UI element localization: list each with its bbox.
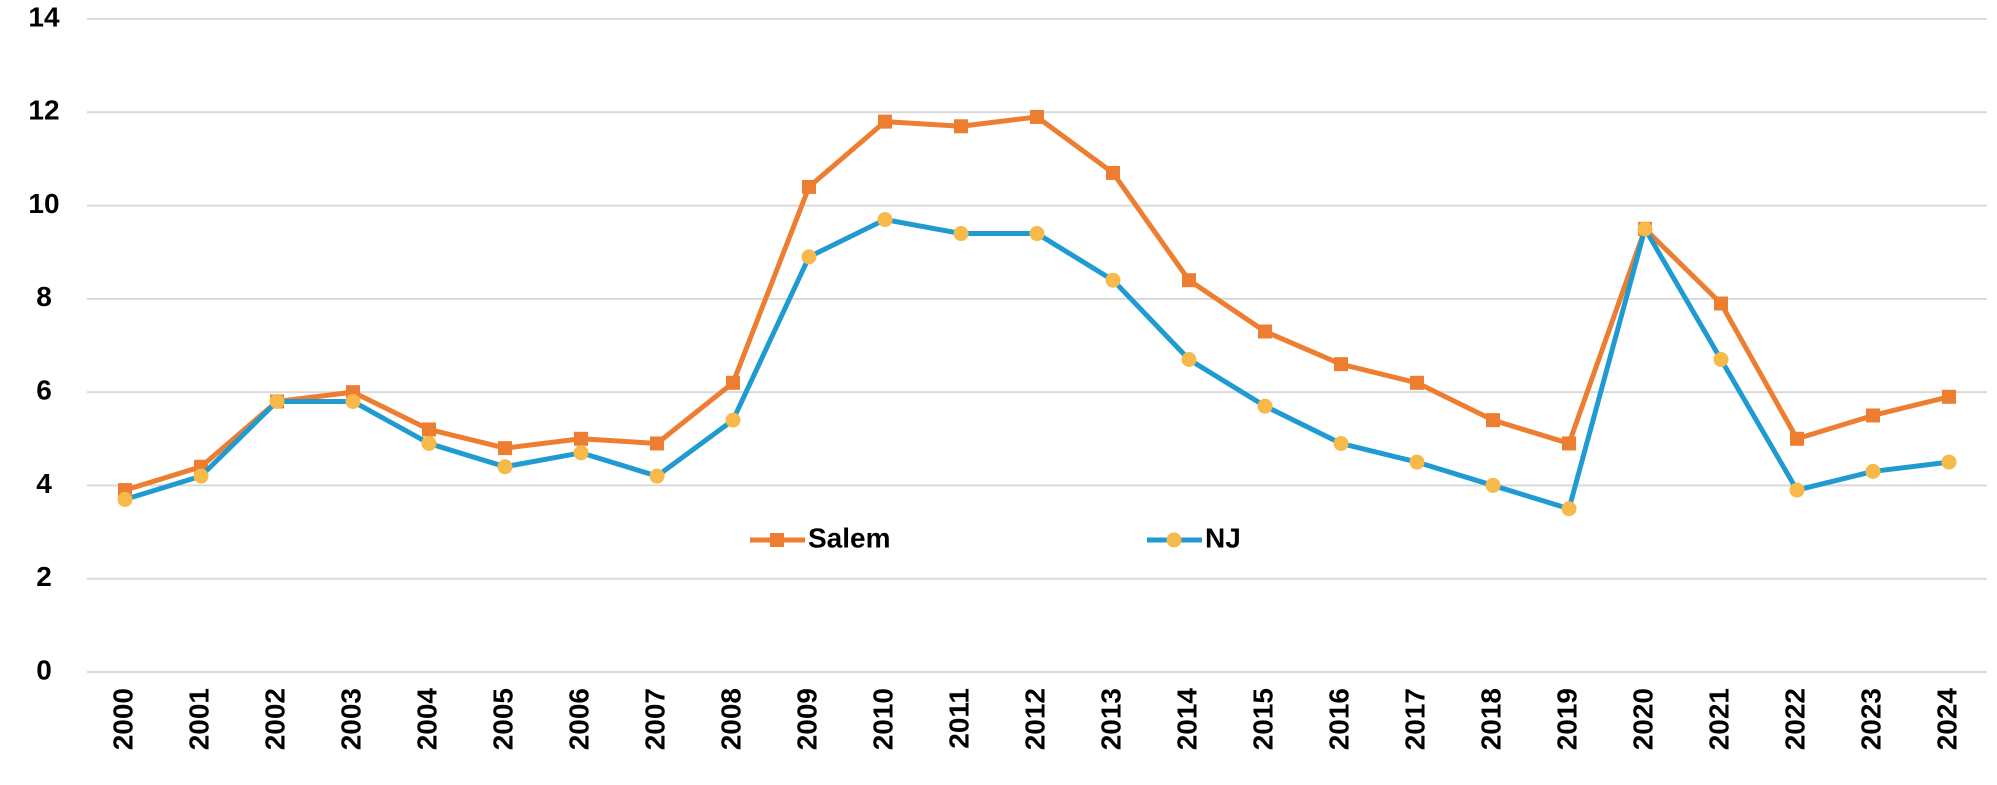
marker <box>953 226 969 242</box>
x-tick-label: 2006 <box>563 688 594 750</box>
marker <box>649 468 665 484</box>
marker <box>1941 454 1957 470</box>
x-tick-label: 2022 <box>1779 688 1810 750</box>
legend-label: NJ <box>1205 522 1241 553</box>
x-tick-label: 2019 <box>1551 688 1582 750</box>
marker <box>1257 398 1273 414</box>
marker <box>801 249 817 265</box>
x-tick-label: 2018 <box>1475 688 1506 750</box>
marker <box>650 436 664 451</box>
marker <box>1866 408 1880 423</box>
y-tick-label: 2 <box>36 561 52 592</box>
marker <box>573 445 589 461</box>
x-tick-label: 2012 <box>1019 688 1050 750</box>
x-tick-label: 2013 <box>1095 688 1126 750</box>
x-tick-label: 2007 <box>639 688 670 750</box>
marker <box>1105 272 1121 288</box>
marker <box>345 393 361 409</box>
series-line <box>124 114 1950 493</box>
legend-label: Salem <box>808 522 891 553</box>
marker <box>1181 351 1197 367</box>
legend-marker <box>770 533 784 547</box>
marker <box>1333 435 1349 451</box>
marker <box>1030 109 1044 124</box>
marker <box>1561 501 1577 517</box>
x-tick-label: 2010 <box>867 688 898 750</box>
marker <box>1562 436 1576 451</box>
x-tick-label: 2001 <box>183 688 214 750</box>
x-tick-label: 2016 <box>1323 688 1354 750</box>
x-tick-label: 2014 <box>1171 688 1202 751</box>
marker <box>1790 431 1804 446</box>
x-tick-label: 2004 <box>411 688 442 751</box>
marker <box>498 441 512 456</box>
x-tick-label: 2002 <box>259 688 290 750</box>
x-tick-label: 2003 <box>335 688 366 750</box>
marker <box>877 212 893 228</box>
marker <box>1334 357 1348 372</box>
marker <box>1410 375 1424 390</box>
marker <box>1637 221 1653 237</box>
x-tick-label: 2009 <box>791 688 822 750</box>
marker <box>269 393 285 409</box>
x-tick-label: 2008 <box>715 688 746 750</box>
marker <box>1789 482 1805 498</box>
x-tick-label: 2005 <box>487 688 518 750</box>
marker <box>1258 324 1272 339</box>
marker <box>1029 226 1045 242</box>
marker <box>117 491 133 507</box>
x-tick-label: 2020 <box>1627 688 1658 750</box>
marker <box>1942 389 1956 404</box>
x-tick-label: 2015 <box>1247 688 1278 750</box>
marker <box>1486 413 1500 428</box>
legend-marker <box>1166 532 1182 548</box>
marker <box>1485 477 1501 493</box>
y-tick-label: 8 <box>36 281 52 312</box>
series-line <box>124 217 1950 512</box>
y-tick-label: 6 <box>36 375 52 406</box>
x-tick-label: 2011 <box>943 688 974 749</box>
y-tick-label: 12 <box>28 95 59 126</box>
y-tick-label: 10 <box>28 188 59 219</box>
marker <box>574 431 588 446</box>
marker <box>1409 454 1425 470</box>
marker <box>954 119 968 134</box>
y-tick-label: 4 <box>36 468 52 499</box>
marker <box>422 422 436 437</box>
marker <box>725 412 741 428</box>
marker <box>1865 463 1881 479</box>
marker <box>193 468 209 484</box>
y-tick-label: 0 <box>36 654 52 685</box>
x-tick-label: 2000 <box>107 688 138 750</box>
y-tick-label: 14 <box>28 1 60 32</box>
marker <box>878 114 892 129</box>
marker <box>1714 296 1728 311</box>
marker <box>1182 273 1196 288</box>
x-tick-label: 2023 <box>1855 688 1886 750</box>
marker <box>726 375 740 390</box>
marker <box>1713 351 1729 367</box>
x-tick-label: 2024 <box>1931 688 1962 751</box>
x-tick-label: 2017 <box>1399 688 1430 750</box>
marker <box>421 435 437 451</box>
x-tick-label: 2021 <box>1703 688 1734 750</box>
marker <box>497 459 513 475</box>
marker <box>1106 165 1120 180</box>
marker <box>802 179 816 194</box>
